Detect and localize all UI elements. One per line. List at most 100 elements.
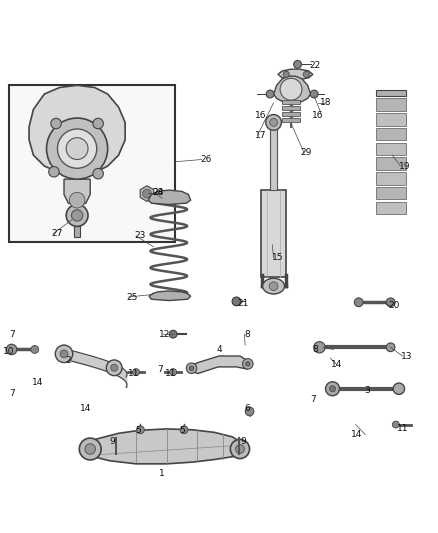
Ellipse shape [266, 115, 282, 130]
Text: 10: 10 [3, 347, 14, 356]
Text: 28: 28 [152, 188, 163, 197]
Bar [283, 106, 300, 110]
Circle shape [93, 168, 103, 179]
Ellipse shape [263, 278, 285, 294]
Text: 18: 18 [320, 98, 332, 107]
Text: 27: 27 [52, 229, 63, 238]
Bar [376, 99, 406, 111]
Text: 7: 7 [310, 395, 316, 404]
Circle shape [325, 382, 339, 395]
Text: 16: 16 [255, 111, 266, 120]
Text: 5: 5 [179, 426, 185, 435]
Circle shape [85, 444, 95, 454]
Text: 12: 12 [159, 330, 170, 338]
Text: 7: 7 [9, 330, 14, 338]
Text: 6: 6 [244, 404, 250, 413]
Circle shape [106, 360, 122, 376]
Circle shape [245, 407, 254, 416]
Circle shape [49, 166, 59, 177]
Circle shape [283, 71, 289, 77]
Text: 13: 13 [401, 351, 413, 360]
Text: 19: 19 [399, 161, 410, 171]
Bar [283, 112, 300, 116]
Bar [376, 90, 406, 96]
Text: 11: 11 [397, 424, 408, 433]
Polygon shape [140, 185, 154, 201]
Text: 8: 8 [244, 330, 250, 338]
Bar [376, 128, 406, 140]
Polygon shape [84, 429, 244, 464]
Text: 9: 9 [240, 437, 246, 446]
Circle shape [133, 369, 140, 376]
Bar [261, 190, 286, 277]
Polygon shape [278, 69, 313, 79]
Circle shape [137, 426, 145, 434]
Ellipse shape [270, 118, 278, 126]
Circle shape [189, 366, 194, 370]
Text: 14: 14 [32, 378, 43, 387]
Circle shape [186, 363, 197, 374]
Text: 26: 26 [200, 155, 212, 164]
Circle shape [60, 350, 68, 358]
Ellipse shape [66, 138, 88, 159]
Text: 25: 25 [126, 293, 138, 302]
Text: 21: 21 [237, 299, 249, 308]
Circle shape [7, 344, 17, 354]
Text: 7: 7 [9, 389, 14, 398]
Circle shape [293, 60, 301, 68]
Polygon shape [188, 356, 251, 374]
Text: 14: 14 [351, 430, 362, 439]
Text: 14: 14 [80, 404, 92, 413]
Circle shape [329, 386, 336, 392]
Ellipse shape [71, 210, 83, 221]
Ellipse shape [143, 189, 151, 198]
Circle shape [393, 383, 405, 394]
Bar [376, 143, 406, 155]
Circle shape [230, 439, 250, 458]
Ellipse shape [280, 78, 302, 100]
Text: 9: 9 [109, 437, 115, 446]
Circle shape [93, 118, 103, 129]
Polygon shape [29, 85, 125, 175]
Bar [376, 113, 406, 126]
Text: 14: 14 [331, 360, 343, 369]
Text: 23: 23 [135, 231, 146, 240]
Text: 15: 15 [272, 253, 284, 262]
Text: 17: 17 [255, 131, 266, 140]
Text: 2: 2 [66, 356, 71, 365]
Circle shape [236, 445, 244, 454]
Text: 11: 11 [128, 369, 140, 378]
FancyBboxPatch shape [10, 85, 175, 243]
Ellipse shape [66, 205, 88, 227]
Text: 16: 16 [311, 111, 323, 120]
Circle shape [51, 118, 61, 129]
Text: 29: 29 [300, 149, 312, 157]
Bar [283, 118, 300, 123]
Circle shape [310, 90, 318, 98]
Circle shape [180, 426, 188, 434]
Polygon shape [148, 190, 191, 205]
Circle shape [69, 192, 85, 208]
Text: 3: 3 [364, 386, 370, 395]
Bar [376, 187, 406, 199]
Circle shape [392, 421, 399, 428]
Circle shape [386, 298, 395, 306]
Circle shape [246, 362, 250, 366]
Text: 8: 8 [312, 345, 318, 354]
Text: 24: 24 [152, 188, 163, 197]
Text: 4: 4 [216, 345, 222, 354]
Ellipse shape [46, 118, 108, 179]
Bar [270, 127, 277, 190]
Circle shape [31, 345, 39, 353]
Circle shape [169, 330, 177, 338]
Bar [283, 100, 300, 104]
Text: 1: 1 [159, 470, 165, 479]
Text: 22: 22 [309, 61, 321, 70]
Polygon shape [274, 76, 311, 103]
Text: 11: 11 [165, 369, 177, 378]
Text: 20: 20 [388, 301, 399, 310]
Circle shape [243, 359, 253, 369]
Bar [376, 157, 406, 170]
Circle shape [111, 364, 118, 372]
Ellipse shape [269, 282, 278, 290]
